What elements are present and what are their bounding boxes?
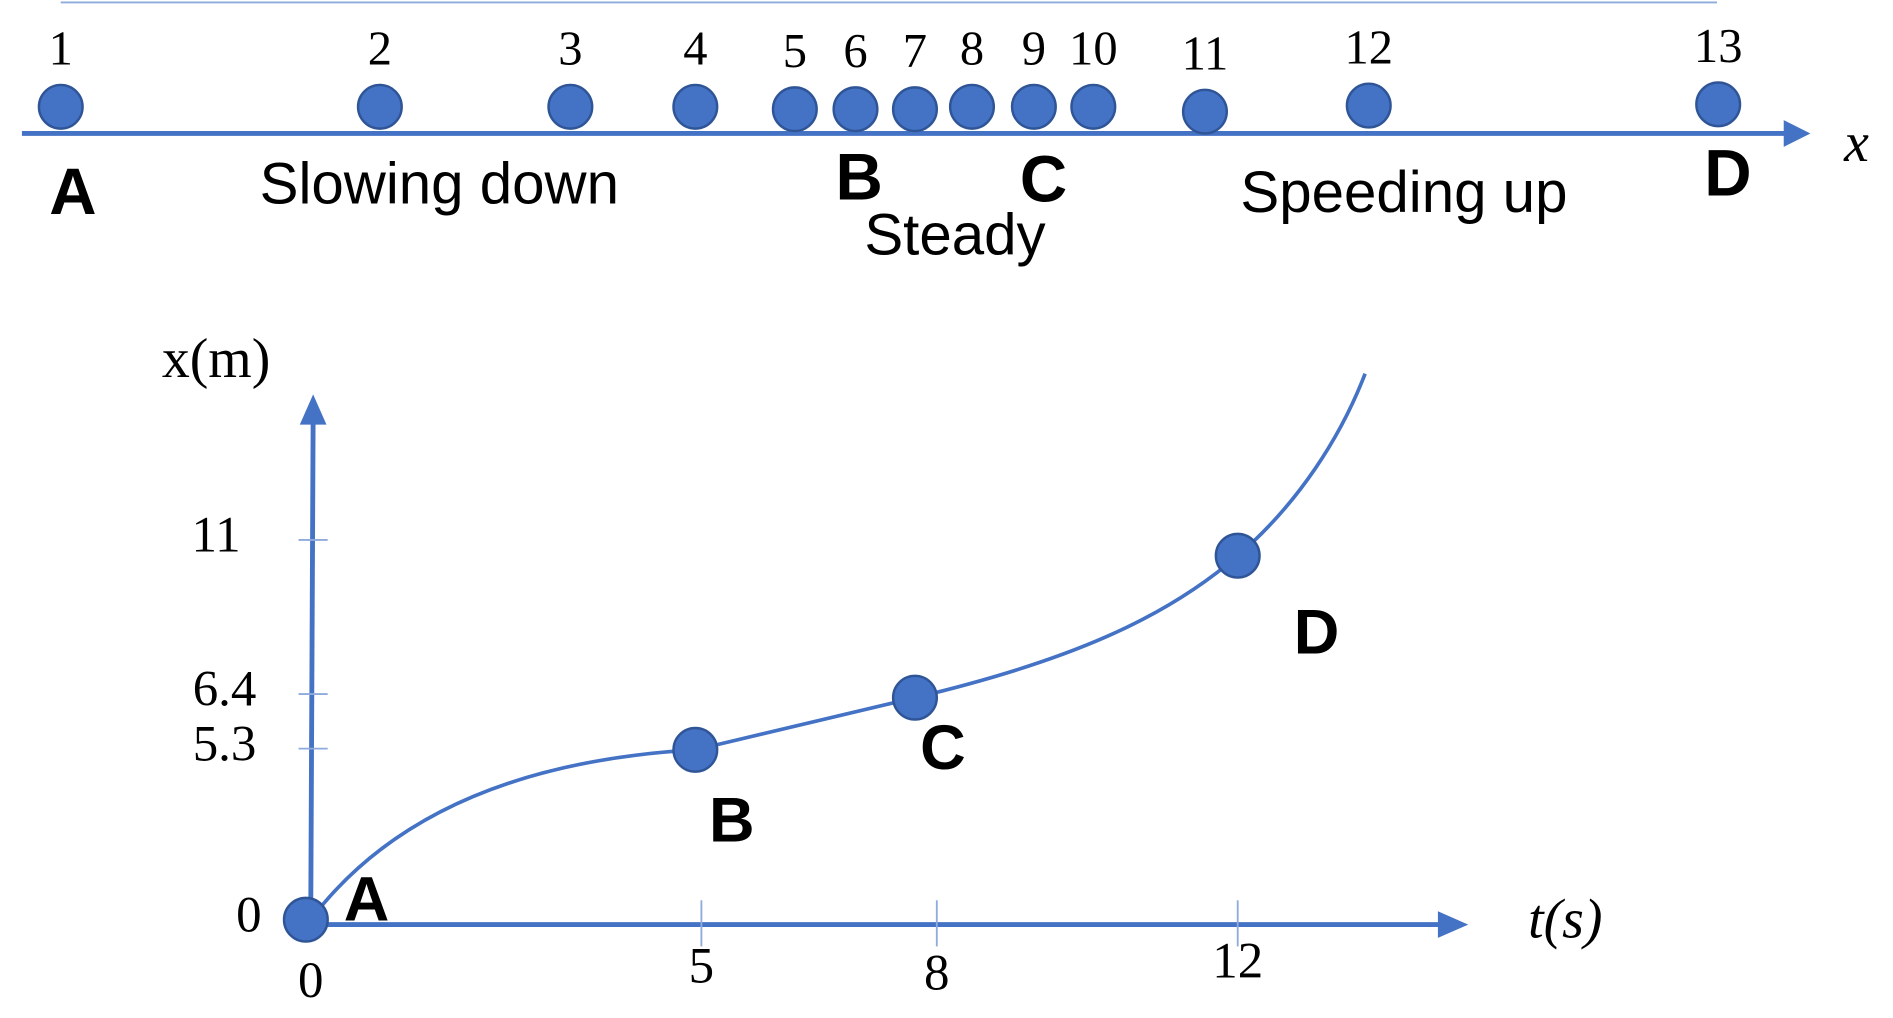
point-label: B xyxy=(835,140,882,213)
y-tick-label: 5.3 xyxy=(193,716,257,772)
dot-number: 3 xyxy=(558,23,582,76)
x-arrow xyxy=(1437,911,1469,938)
dot-number: 10 xyxy=(1069,23,1118,76)
curve xyxy=(309,373,1367,921)
point-label: A xyxy=(49,155,96,228)
strip-axis-label: x xyxy=(1843,112,1869,174)
dot-number: 4 xyxy=(683,23,707,76)
graph-point xyxy=(891,674,939,721)
dot-number: 6 xyxy=(843,25,867,78)
strip-dot xyxy=(1010,83,1057,130)
point-label: D xyxy=(1294,598,1340,668)
dot-number: 9 xyxy=(1022,23,1046,76)
dot-number: 12 xyxy=(1344,21,1393,74)
x-tick-label: 12 xyxy=(1212,934,1263,990)
dot-number: 8 xyxy=(960,23,984,76)
point-label: D xyxy=(1704,137,1751,210)
strip-dot xyxy=(37,83,84,130)
point-label: A xyxy=(344,865,390,935)
y-tick-label: 0 xyxy=(236,887,261,943)
point-label: B xyxy=(709,786,755,856)
y-tick-label: 11 xyxy=(192,508,241,564)
graph-point xyxy=(1214,532,1261,579)
dot-number: 1 xyxy=(49,23,73,76)
strip-dot xyxy=(771,86,818,133)
strip-dot xyxy=(672,83,719,130)
strip-dot xyxy=(948,83,996,130)
strip-dot xyxy=(1181,88,1228,135)
x-tick-label: 5 xyxy=(689,938,714,994)
dot-number: 13 xyxy=(1694,20,1743,73)
dot-number: 11 xyxy=(1182,27,1229,80)
point-label: C xyxy=(1020,143,1067,216)
x-tick-label: 0 xyxy=(298,953,323,1009)
dot-number: 5 xyxy=(783,25,807,78)
graph-point xyxy=(672,726,719,773)
region-label: Slowing down xyxy=(260,151,619,216)
y-axis-label: x(m) xyxy=(162,328,270,390)
dot-number: 2 xyxy=(368,23,392,76)
x-tick-label: 8 xyxy=(924,946,949,1002)
strip-dot xyxy=(1695,81,1742,128)
strip-dot xyxy=(891,86,939,133)
y-tick-label: 6.4 xyxy=(193,662,257,718)
strip-dot xyxy=(547,83,594,130)
strip-dot xyxy=(1345,82,1392,129)
strip-dot xyxy=(1070,83,1117,130)
strip-dot xyxy=(356,83,403,130)
strip-arrow xyxy=(1783,120,1811,147)
x-axis-label: t(s) xyxy=(1528,888,1602,950)
dot-number: 7 xyxy=(903,25,927,78)
y-arrow xyxy=(299,394,327,425)
y-axis xyxy=(308,418,316,923)
strip-dot xyxy=(832,86,879,133)
graph-point xyxy=(282,896,329,943)
region-label: Speeding up xyxy=(1240,160,1567,225)
region-label: Steady xyxy=(864,202,1045,267)
point-label: C xyxy=(920,713,966,783)
